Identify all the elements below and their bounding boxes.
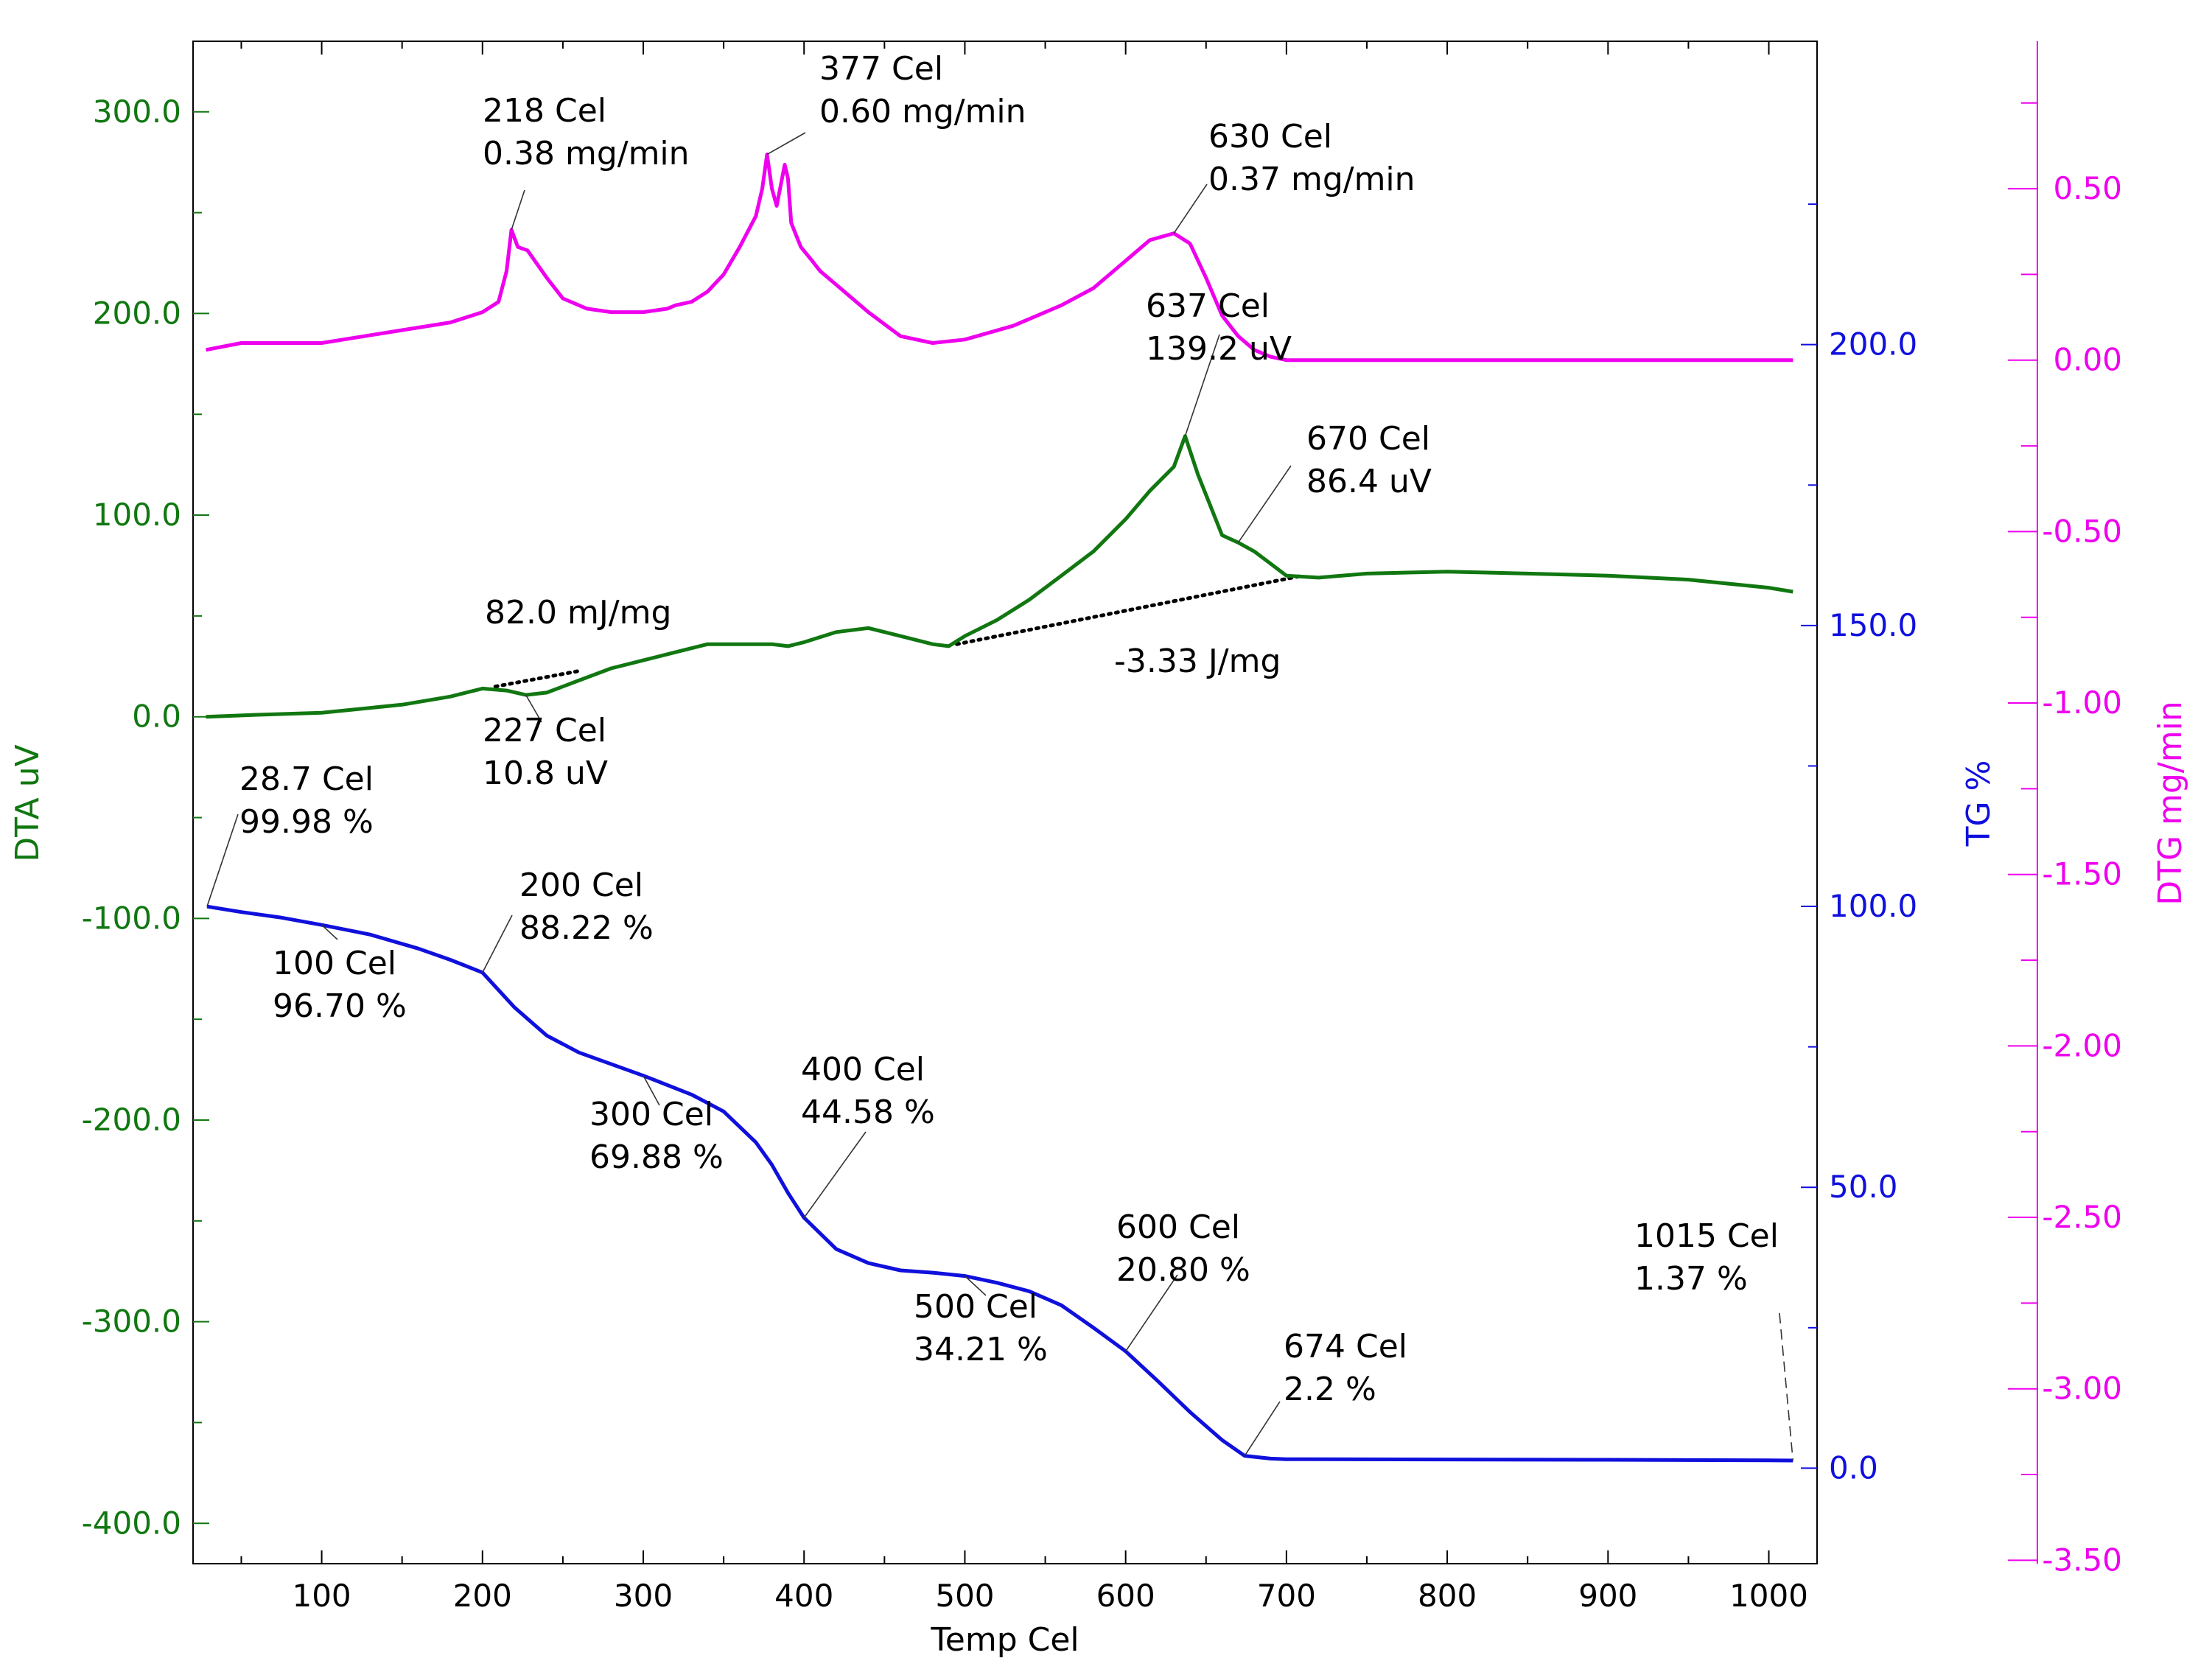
x-axis-title: Temp Cel bbox=[930, 1621, 1079, 1659]
annotation-leader-tg-1015 bbox=[1779, 1312, 1794, 1461]
dta-series-line bbox=[206, 434, 1793, 719]
annotation-dta-670-line-2: 86.4 uV bbox=[1306, 463, 1432, 500]
annotation-leader-dtg-377 bbox=[766, 132, 806, 155]
annotation-tg-300-line-2: 69.88 % bbox=[589, 1138, 724, 1176]
annotation-leader-tg-200 bbox=[482, 914, 513, 973]
x-tick-label-1000: 1000 bbox=[1729, 1578, 1808, 1614]
annotation-dtg-377-line-2: 0.60 mg/min bbox=[819, 93, 1026, 130]
dtg-tick-label-0-50: 0.50 bbox=[2053, 170, 2122, 206]
tg-tick-label-200-0: 200.0 bbox=[1829, 326, 1917, 363]
axis-ticks: 100 200 300 400 500 600 700 800 900 1000 300.0 200.… bbox=[82, 41, 2122, 1614]
dta-tick-label-100-0: -100.0 bbox=[82, 900, 181, 936]
x-tick-label-500: 500 bbox=[935, 1578, 994, 1614]
annotation-labels: 218 Cel 0.38 mg/min 377 Cel 0.60 mg/min 630 … bbox=[239, 50, 1779, 1408]
x-tick-label-400: 400 bbox=[774, 1578, 833, 1614]
annotation-tg-600-line-2: 20.80 % bbox=[1116, 1251, 1250, 1289]
annotation-leader-dta-670 bbox=[1237, 465, 1292, 543]
annotation-leader-tg-500 bbox=[964, 1276, 987, 1296]
annotation-leader-tg-600 bbox=[1125, 1274, 1178, 1352]
peak-baselines bbox=[493, 573, 1305, 689]
annotation-leader-tg-100 bbox=[321, 924, 338, 940]
annotation-dta-670-line-1: 670 Cel bbox=[1306, 420, 1430, 458]
dta-tick-label-100-0: 100.0 bbox=[93, 497, 181, 533]
tg-tick-label-0-0: 0.0 bbox=[1829, 1449, 1878, 1486]
annotation-tg-674-line-1: 674 Cel bbox=[1284, 1328, 1407, 1365]
annotation-tg-28-line-2: 99.98 % bbox=[239, 803, 374, 841]
x-tick-label-200: 200 bbox=[453, 1578, 512, 1614]
dta-tick-label-200-0: -200.0 bbox=[82, 1102, 181, 1138]
annotation-dtg-377-line-1: 377 Cel bbox=[819, 50, 943, 88]
annotation-leaders bbox=[206, 132, 1794, 1461]
annotation-tg-100-line-1: 100 Cel bbox=[273, 945, 396, 982]
annotation-tg-28-line-1: 28.7 Cel bbox=[239, 760, 374, 798]
annotation-leader-tg-300 bbox=[643, 1075, 660, 1106]
annotation-leader-dtg-218 bbox=[511, 189, 525, 231]
x-tick-label-900: 900 bbox=[1578, 1578, 1637, 1614]
peak-baseline-2 bbox=[955, 573, 1305, 646]
dtg-tick-label-3-50: -3.50 bbox=[2042, 1542, 2122, 1578]
annotation-dta-227-line-2: 10.8 uV bbox=[483, 755, 608, 792]
dtg-tick-label-3-00: -3.00 bbox=[2042, 1371, 2122, 1407]
dtg-axis-title: DTG mg/min bbox=[2152, 701, 2189, 905]
annotation-tg-400-line-1: 400 Cel bbox=[801, 1051, 925, 1088]
annotation-dtg-218-line-2: 0.38 mg/min bbox=[483, 135, 690, 172]
dtg-tick-label-2-00: -2.00 bbox=[2042, 1027, 2122, 1063]
annotation-dtg-630-line-1: 630 Cel bbox=[1208, 118, 1332, 155]
peak-area-2-label: -3.33 J/mg bbox=[1114, 643, 1281, 680]
annotation-tg-500-line-1: 500 Cel bbox=[914, 1288, 1037, 1326]
dta-tick-label-200-0: 200.0 bbox=[93, 295, 181, 331]
annotation-dta-227-line-1: 227 Cel bbox=[483, 712, 606, 749]
annotation-tg-1015-line-2: 1.37 % bbox=[1634, 1260, 1748, 1298]
dtg-tick-label-1-50: -1.50 bbox=[2042, 856, 2122, 892]
tg-series-line bbox=[206, 904, 1793, 1463]
dtg-tick-label-0-00: 0.00 bbox=[2053, 342, 2122, 378]
x-tick-label-600: 600 bbox=[1096, 1578, 1155, 1614]
dtg-tick-label-1-00: -1.00 bbox=[2042, 685, 2122, 721]
dtg-tick-label-0-50: -0.50 bbox=[2042, 513, 2122, 549]
x-tick-label-800: 800 bbox=[1418, 1578, 1477, 1614]
dta-tick-label-0-0: 0.0 bbox=[132, 699, 181, 735]
annotation-tg-674-line-2: 2.2 % bbox=[1284, 1371, 1376, 1408]
annotation-tg-500-line-2: 34.21 % bbox=[914, 1331, 1048, 1368]
tg-axis-title: TG % bbox=[1960, 760, 1998, 847]
peak-area-1-label: 82.0 mJ/mg bbox=[485, 594, 671, 632]
annotation-tg-400-line-2: 44.58 % bbox=[801, 1094, 935, 1131]
annotation-tg-200-line-2: 88.22 % bbox=[519, 909, 654, 947]
tg-tick-label-150-0: 150.0 bbox=[1829, 607, 1917, 643]
tg-tick-label-50-0: 50.0 bbox=[1829, 1169, 1898, 1205]
x-tick-label-700: 700 bbox=[1257, 1578, 1316, 1614]
data-series bbox=[206, 153, 1793, 1463]
annotation-dtg-630-line-2: 0.37 mg/min bbox=[1208, 161, 1415, 198]
dtg-tick-label-2-50: -2.50 bbox=[2042, 1199, 2122, 1235]
annotation-leader-tg-674 bbox=[1244, 1401, 1281, 1457]
annotation-tg-600-line-1: 600 Cel bbox=[1116, 1208, 1240, 1246]
dta-tick-label-300-0: -300.0 bbox=[82, 1304, 181, 1340]
dta-tick-label-400-0: -400.0 bbox=[82, 1505, 181, 1541]
dtg-series-line bbox=[206, 153, 1793, 363]
annotation-tg-100-line-2: 96.70 % bbox=[273, 987, 407, 1025]
annotation-leader-tg-400 bbox=[803, 1131, 867, 1219]
x-tick-label-300: 300 bbox=[614, 1578, 673, 1614]
peak-baseline-1 bbox=[493, 668, 584, 689]
dta-axis-title: DTA uV bbox=[9, 744, 46, 861]
annotation-tg-1015-line-1: 1015 Cel bbox=[1634, 1217, 1779, 1255]
x-tick-label-100: 100 bbox=[292, 1578, 351, 1614]
annotation-tg-300-line-1: 300 Cel bbox=[589, 1096, 713, 1133]
annotation-leader-dtg-630 bbox=[1173, 183, 1208, 234]
dta-tick-label-300-0: 300.0 bbox=[93, 94, 181, 130]
annotation-leader-dta-227 bbox=[525, 694, 542, 723]
annotation-leader-tg-28 bbox=[206, 814, 239, 907]
tg-tick-label-100-0: 100.0 bbox=[1829, 888, 1917, 924]
annotation-dta-637-line-1: 637 Cel bbox=[1146, 287, 1270, 325]
annotation-leader-dta-637 bbox=[1184, 334, 1220, 437]
annotation-dta-637-line-2: 139.2 uV bbox=[1146, 330, 1292, 368]
annotation-tg-200-line-1: 200 Cel bbox=[519, 867, 643, 904]
annotation-dtg-218-line-1: 218 Cel bbox=[483, 92, 606, 130]
plot-area-frame bbox=[192, 41, 1818, 1564]
